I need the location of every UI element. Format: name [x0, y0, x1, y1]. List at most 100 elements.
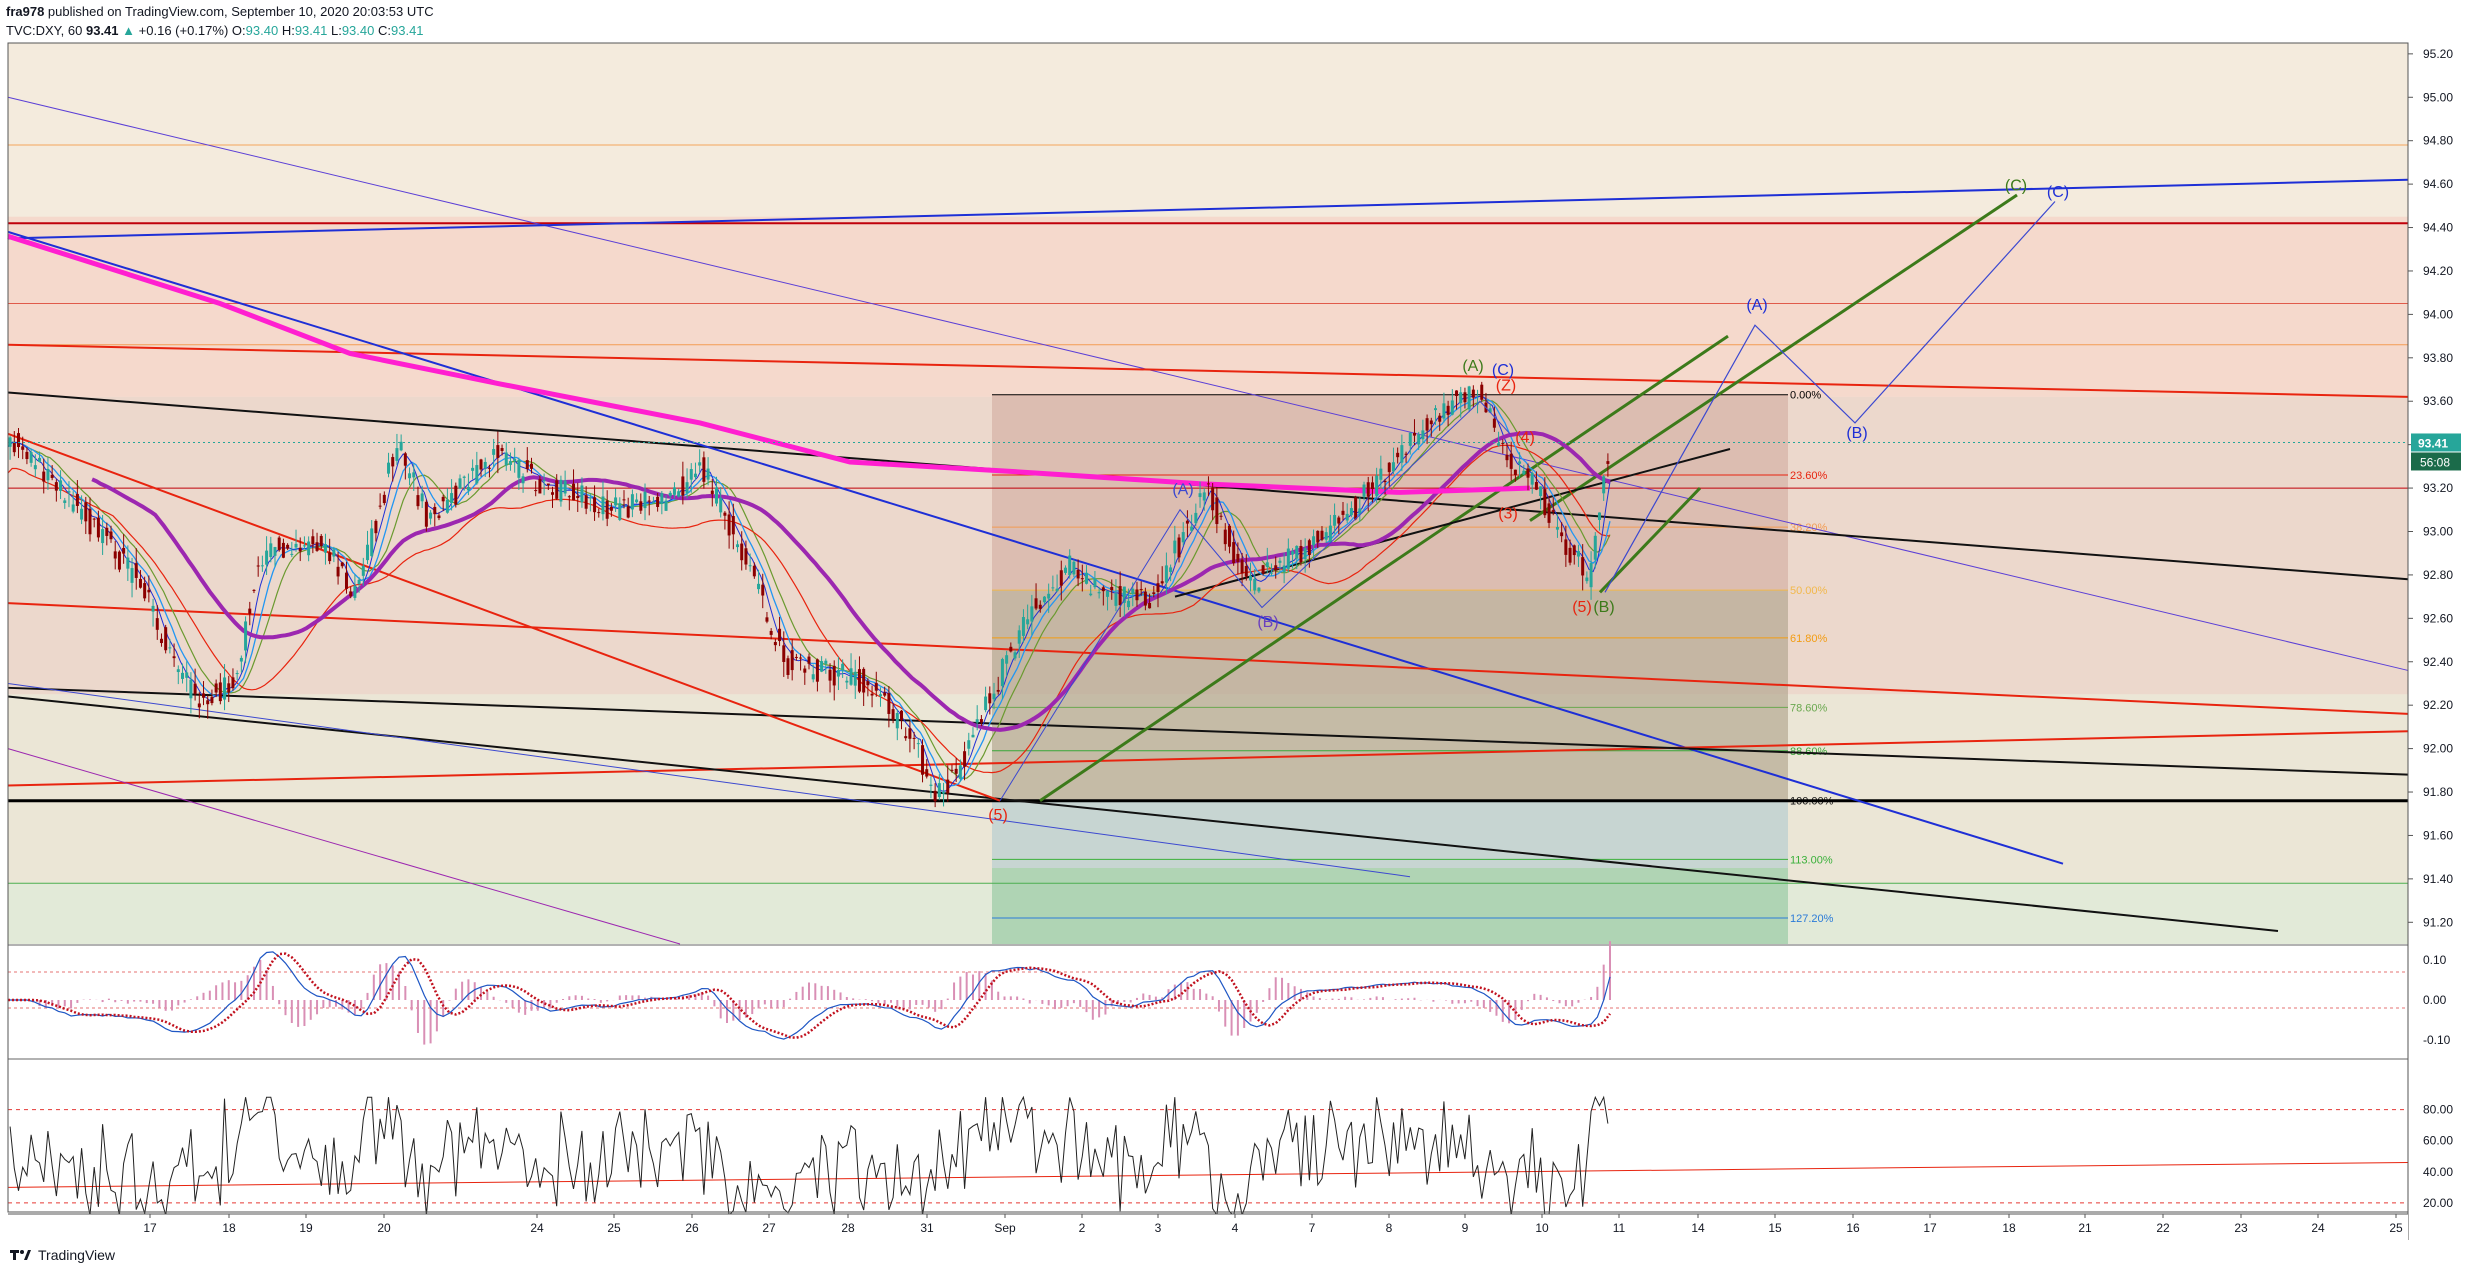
candle-body — [1055, 588, 1059, 592]
price-tick-label: 91.20 — [2423, 915, 2453, 929]
candle-body — [1164, 565, 1168, 583]
candle-body — [1101, 587, 1105, 592]
candle-body — [1534, 482, 1538, 490]
candle-body — [1560, 532, 1564, 537]
candle-body — [269, 543, 273, 558]
rising-channel-line — [1039, 334, 1729, 802]
price-tick-label: 93.00 — [2423, 524, 2453, 538]
time-tick-label: 17 — [143, 1221, 157, 1235]
candle-body — [134, 563, 138, 578]
candle-body — [622, 499, 626, 501]
candle-body — [1169, 567, 1173, 572]
candle-body — [286, 544, 290, 549]
time-tick-label: 4 — [1232, 1221, 1239, 1235]
candle-body — [113, 551, 117, 559]
candle-body — [1177, 537, 1181, 558]
candle-body — [1000, 659, 1004, 687]
candle-body — [458, 478, 462, 489]
candle-body — [353, 585, 357, 598]
candle-body — [323, 544, 327, 553]
candle-body — [235, 673, 239, 675]
candle-body — [1253, 579, 1257, 591]
candle-body — [1312, 536, 1316, 546]
candle-body — [1396, 452, 1400, 458]
candle-body — [500, 448, 504, 451]
candle-body — [1442, 403, 1446, 419]
time-tick-label: 24 — [530, 1221, 544, 1235]
candle-body — [1589, 563, 1593, 588]
candle-body — [1244, 566, 1248, 577]
candle-body — [1576, 551, 1580, 557]
time-tick-label: 26 — [685, 1221, 699, 1235]
time-tick-label: 25 — [607, 1221, 621, 1235]
candle-body — [122, 547, 126, 554]
candle-body — [71, 504, 75, 512]
candle-body — [1417, 434, 1421, 445]
fib-level-label: 61.80% — [1790, 633, 1828, 645]
candle-body — [281, 542, 285, 558]
candle-body — [723, 512, 727, 516]
wave-label: (4) — [1515, 429, 1535, 446]
candle-body — [180, 672, 184, 679]
candle-body — [1572, 545, 1576, 556]
candle-body — [231, 677, 235, 689]
candle-body — [424, 501, 428, 527]
candle-body — [1383, 480, 1387, 483]
candle-body — [984, 696, 988, 711]
macd-tick-label: 0.00 — [2423, 993, 2447, 1007]
candle-body — [168, 647, 172, 649]
low-label: L: — [330, 23, 342, 38]
candle-body — [853, 671, 857, 686]
candle-body — [462, 476, 466, 478]
candle-body — [685, 482, 689, 494]
symbol-interval[interactable]: TVC:DXY, 60 — [6, 23, 83, 38]
time-tick-label: 15 — [1768, 1221, 1782, 1235]
time-tick-label: 11 — [1613, 1221, 1626, 1235]
candle-body — [1606, 461, 1610, 464]
candle-body — [475, 465, 479, 484]
time-tick-label: 14 — [1691, 1221, 1705, 1235]
wave-label: (B) — [1257, 614, 1278, 631]
candle-body — [614, 497, 618, 506]
candle-body — [1539, 486, 1543, 497]
candle-body — [630, 494, 634, 510]
candle-body — [1051, 587, 1055, 589]
candle-body — [1127, 600, 1131, 608]
candle-body — [218, 682, 222, 702]
candle-body — [639, 501, 643, 511]
candle-body — [584, 495, 588, 509]
candle-body — [1063, 567, 1067, 573]
candle-body — [1581, 557, 1585, 576]
price-tick-label: 92.60 — [2423, 611, 2453, 625]
candle-body — [731, 515, 735, 535]
macd-tick-label: 0.10 — [2423, 953, 2447, 967]
candle-body — [1547, 503, 1551, 523]
candle-body — [1354, 497, 1358, 520]
candle-body — [130, 568, 134, 583]
candle-body — [151, 605, 155, 612]
price-tick-label: 91.40 — [2423, 872, 2453, 886]
candle-body — [1274, 565, 1278, 571]
author-name[interactable]: fra978 — [6, 4, 45, 19]
candle-body — [845, 680, 849, 683]
chart-border — [7, 42, 2409, 1213]
candle-body — [290, 553, 294, 555]
candle-body — [164, 627, 168, 651]
candle-body — [12, 443, 16, 453]
candle-body — [1181, 532, 1185, 543]
candle-body — [302, 545, 306, 547]
time-tick-label: 3 — [1155, 1221, 1162, 1235]
signal-line — [8, 952, 1612, 1039]
candle-body — [1345, 513, 1349, 521]
publish-info: fra978 published on TradingView.com, Sep… — [6, 2, 434, 21]
tradingview-brand[interactable]: TradingView — [38, 1247, 116, 1263]
candle-body — [403, 453, 407, 466]
candle-body — [1425, 418, 1429, 431]
candle-body — [1076, 569, 1080, 579]
candle-body — [1021, 617, 1025, 636]
candle-body — [1455, 390, 1459, 396]
time-tick-label: 24 — [2311, 1221, 2325, 1235]
tradingview-logo-icon — [10, 1250, 31, 1260]
wave-label: (5) — [988, 807, 1008, 824]
